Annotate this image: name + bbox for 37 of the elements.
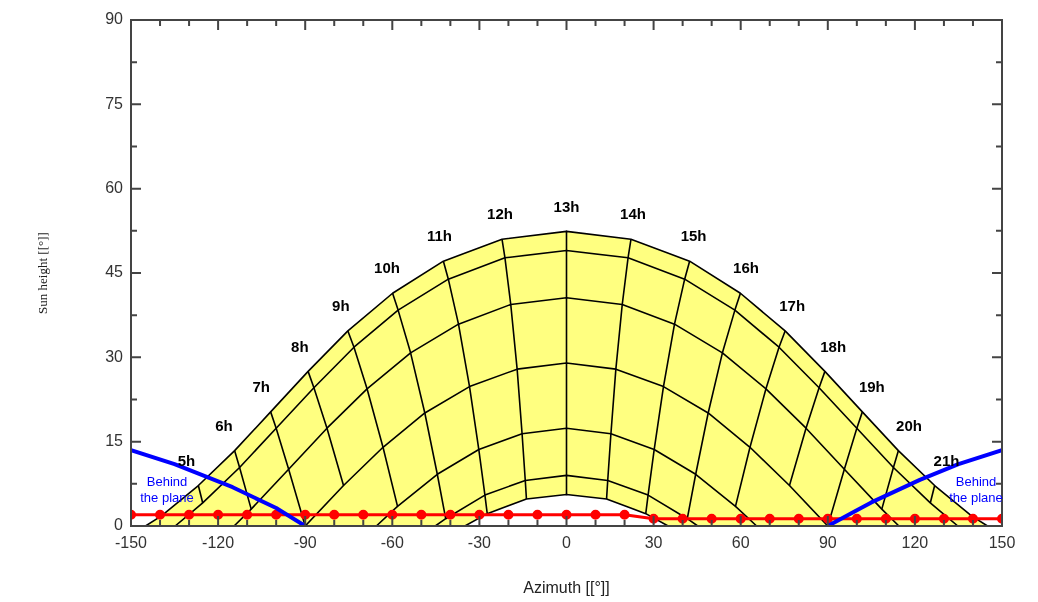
y-tick-label: 0 — [114, 516, 124, 534]
series-label: 13h — [553, 197, 580, 215]
series-label: 15h — [680, 227, 707, 245]
x-tick-label: -120 — [202, 534, 235, 552]
y-tick-label: 60 — [105, 179, 124, 197]
series-label: 19h — [858, 378, 885, 396]
x-tick-label: 90 — [818, 534, 837, 552]
series-label: 14h — [620, 205, 646, 223]
series-label: 10h — [374, 259, 400, 277]
series-label: 12h — [487, 205, 513, 223]
y-axis-title: Sun height [[°]] — [35, 232, 51, 314]
series-label: 20h — [896, 416, 922, 434]
x-tick-label: 60 — [731, 534, 750, 552]
x-tick-label: -150 — [114, 534, 148, 552]
x-tick-label: 0 — [562, 534, 572, 552]
series-label: 11h — [426, 227, 452, 245]
series-label: 16h — [733, 259, 759, 277]
x-tick-label: -30 — [467, 534, 492, 552]
series-label: 17h — [779, 297, 806, 315]
series-label: 6h — [215, 416, 233, 434]
x-axis-title: Azimuth [[°]] — [523, 578, 610, 596]
series-label: 7h — [252, 378, 270, 396]
series-label: 21h — [933, 451, 960, 469]
y-tick-label: 90 — [105, 10, 124, 28]
y-tick-label: 75 — [105, 94, 124, 112]
y-tick-label: 15 — [105, 432, 124, 450]
x-tick-label: 30 — [644, 534, 663, 552]
y-tick-label: 30 — [105, 347, 124, 365]
series-label: 5h — [177, 451, 196, 469]
series-label: 8h — [291, 337, 309, 355]
series-label: 18h — [820, 337, 847, 355]
x-tick-label: 120 — [901, 534, 929, 552]
y-tick-label: 45 — [105, 263, 124, 281]
x-tick-label: -90 — [293, 534, 317, 552]
x-tick-label: -60 — [380, 534, 404, 552]
x-tick-label: 150 — [988, 534, 1016, 552]
series-label: 9h — [332, 297, 350, 315]
